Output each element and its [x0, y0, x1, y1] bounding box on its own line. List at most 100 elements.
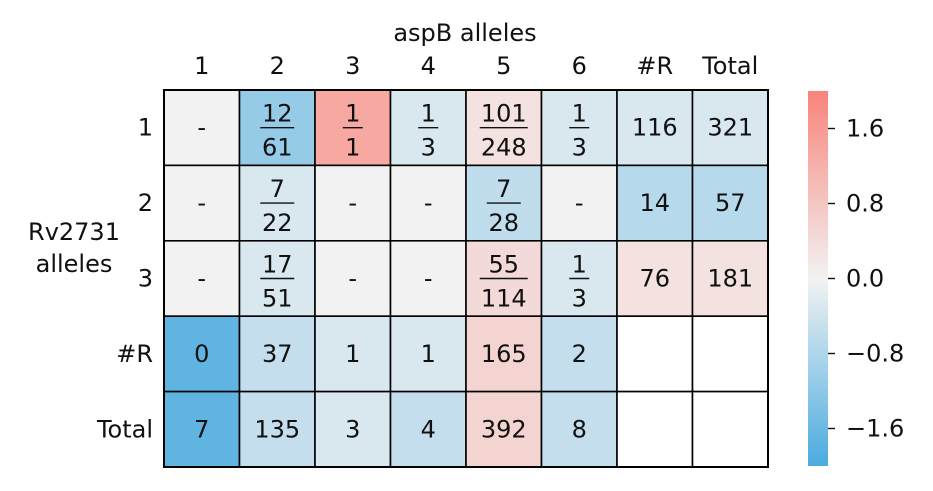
cell-fill	[691, 240, 769, 318]
column-labels: 1 2 3 4 5 6 #R Total	[194, 52, 758, 80]
fraction-denominator: 22	[262, 209, 293, 237]
cell-value: 14	[639, 189, 670, 217]
colorbar-tick-label: 0.8	[846, 190, 884, 218]
fraction-numerator: 12	[262, 100, 293, 128]
heatmap-cell: 2	[540, 315, 618, 393]
cell-fill	[616, 89, 694, 167]
row-labels: 1 2 3 #R Total	[96, 114, 153, 444]
fraction-numerator: 1	[345, 100, 360, 128]
cell-fill	[691, 390, 769, 468]
fraction-denominator: 3	[572, 134, 587, 162]
heatmap-cell: 392	[465, 390, 543, 468]
cell-fill	[163, 240, 241, 318]
cell-fill	[314, 390, 392, 468]
fraction-denominator: 248	[481, 134, 527, 162]
cell-fill	[314, 240, 392, 318]
heatmap-cell: 13	[540, 89, 618, 167]
row-label: Total	[96, 415, 153, 443]
cell-value: 321	[707, 114, 753, 142]
colorbar	[808, 91, 828, 466]
cell-value: 165	[481, 340, 527, 368]
cell-value: -	[424, 189, 433, 217]
col-label: 6	[572, 52, 587, 80]
cell-value: -	[575, 189, 584, 217]
heatmap-cell: 3	[314, 390, 392, 468]
cell-value: 7	[194, 415, 209, 443]
cell-value: 37	[262, 340, 293, 368]
heatmap-cell: -	[540, 164, 618, 242]
heatmap-cell: 8	[540, 390, 618, 468]
cell-fill	[314, 315, 392, 393]
cell-value: 3	[345, 415, 360, 443]
cell-fill	[389, 164, 467, 242]
heatmap-cell: 181	[691, 240, 769, 318]
cell-value: 2	[572, 340, 587, 368]
fraction-numerator: 7	[270, 175, 285, 203]
fraction-numerator: 7	[496, 175, 511, 203]
cell-fill	[616, 315, 694, 393]
grid-border	[163, 89, 769, 468]
fraction-numerator: 1	[421, 100, 436, 128]
colorbar-tick-label: −0.8	[846, 340, 904, 368]
col-label: 3	[345, 52, 360, 80]
cell-value: 8	[572, 415, 587, 443]
cell-value: 135	[254, 415, 300, 443]
heatmap-cell: -	[163, 164, 241, 242]
cell-fill	[314, 164, 392, 242]
fraction-denominator: 114	[481, 285, 527, 313]
y-axis-title-line-1: Rv2731	[28, 218, 120, 246]
row-label: 3	[138, 265, 153, 293]
heatmap-cell: 722	[238, 164, 316, 242]
cell-fill	[540, 164, 618, 242]
heatmap-cell: -	[314, 164, 392, 242]
row-label: #R	[116, 340, 153, 368]
fraction-denominator: 61	[262, 134, 293, 162]
heatmap-cell: -	[389, 164, 467, 242]
heatmap-cell	[691, 390, 769, 468]
cell-fill	[389, 315, 467, 393]
cell-value: -	[197, 189, 206, 217]
heatmap-cell: 13	[389, 89, 467, 167]
cell-value: 1	[345, 340, 360, 368]
fraction-denominator: 28	[488, 209, 519, 237]
cell-value: -	[197, 114, 206, 142]
heatmap-cell: -	[314, 240, 392, 318]
heatmap-cell: 1	[314, 315, 392, 393]
heatmap-cell: 728	[465, 164, 543, 242]
cell-fill	[163, 315, 241, 393]
cell-fill	[616, 164, 694, 242]
cell-value: 392	[481, 415, 527, 443]
col-label: #R	[636, 52, 673, 80]
colorbar-tick-label: 1.6	[846, 115, 884, 143]
cell-value: 57	[715, 189, 746, 217]
cell-fill	[465, 315, 543, 393]
heatmap-cell: 7	[163, 390, 241, 468]
cell-value: -	[197, 265, 206, 293]
heatmap-cell: -	[389, 240, 467, 318]
cell-value: 1	[421, 340, 436, 368]
col-label: Total	[701, 52, 758, 80]
heatmap-cell: -	[163, 240, 241, 318]
col-label: 4	[421, 52, 436, 80]
cell-value: 4	[421, 415, 436, 443]
cell-fill	[163, 164, 241, 242]
cell-value: 181	[707, 265, 753, 293]
cell-value: -	[348, 265, 357, 293]
heatmap-cell: 165	[465, 315, 543, 393]
fraction-numerator: 1	[572, 251, 587, 279]
heatmap-cell: 0	[163, 315, 241, 393]
y-axis-title-line-2: alleles	[36, 250, 113, 278]
heatmap-cell: 37	[238, 315, 316, 393]
cell-value: -	[424, 265, 433, 293]
colorbar-tick-label: −1.6	[846, 415, 904, 443]
colorbar-tick-label: 0.0	[846, 265, 884, 293]
fraction-denominator: 3	[572, 285, 587, 313]
row-label: 2	[138, 189, 153, 217]
heatmap-cell: -	[163, 89, 241, 167]
fraction-denominator: 1	[345, 134, 360, 162]
cell-fill	[163, 89, 241, 167]
fraction-denominator: 3	[421, 134, 436, 162]
